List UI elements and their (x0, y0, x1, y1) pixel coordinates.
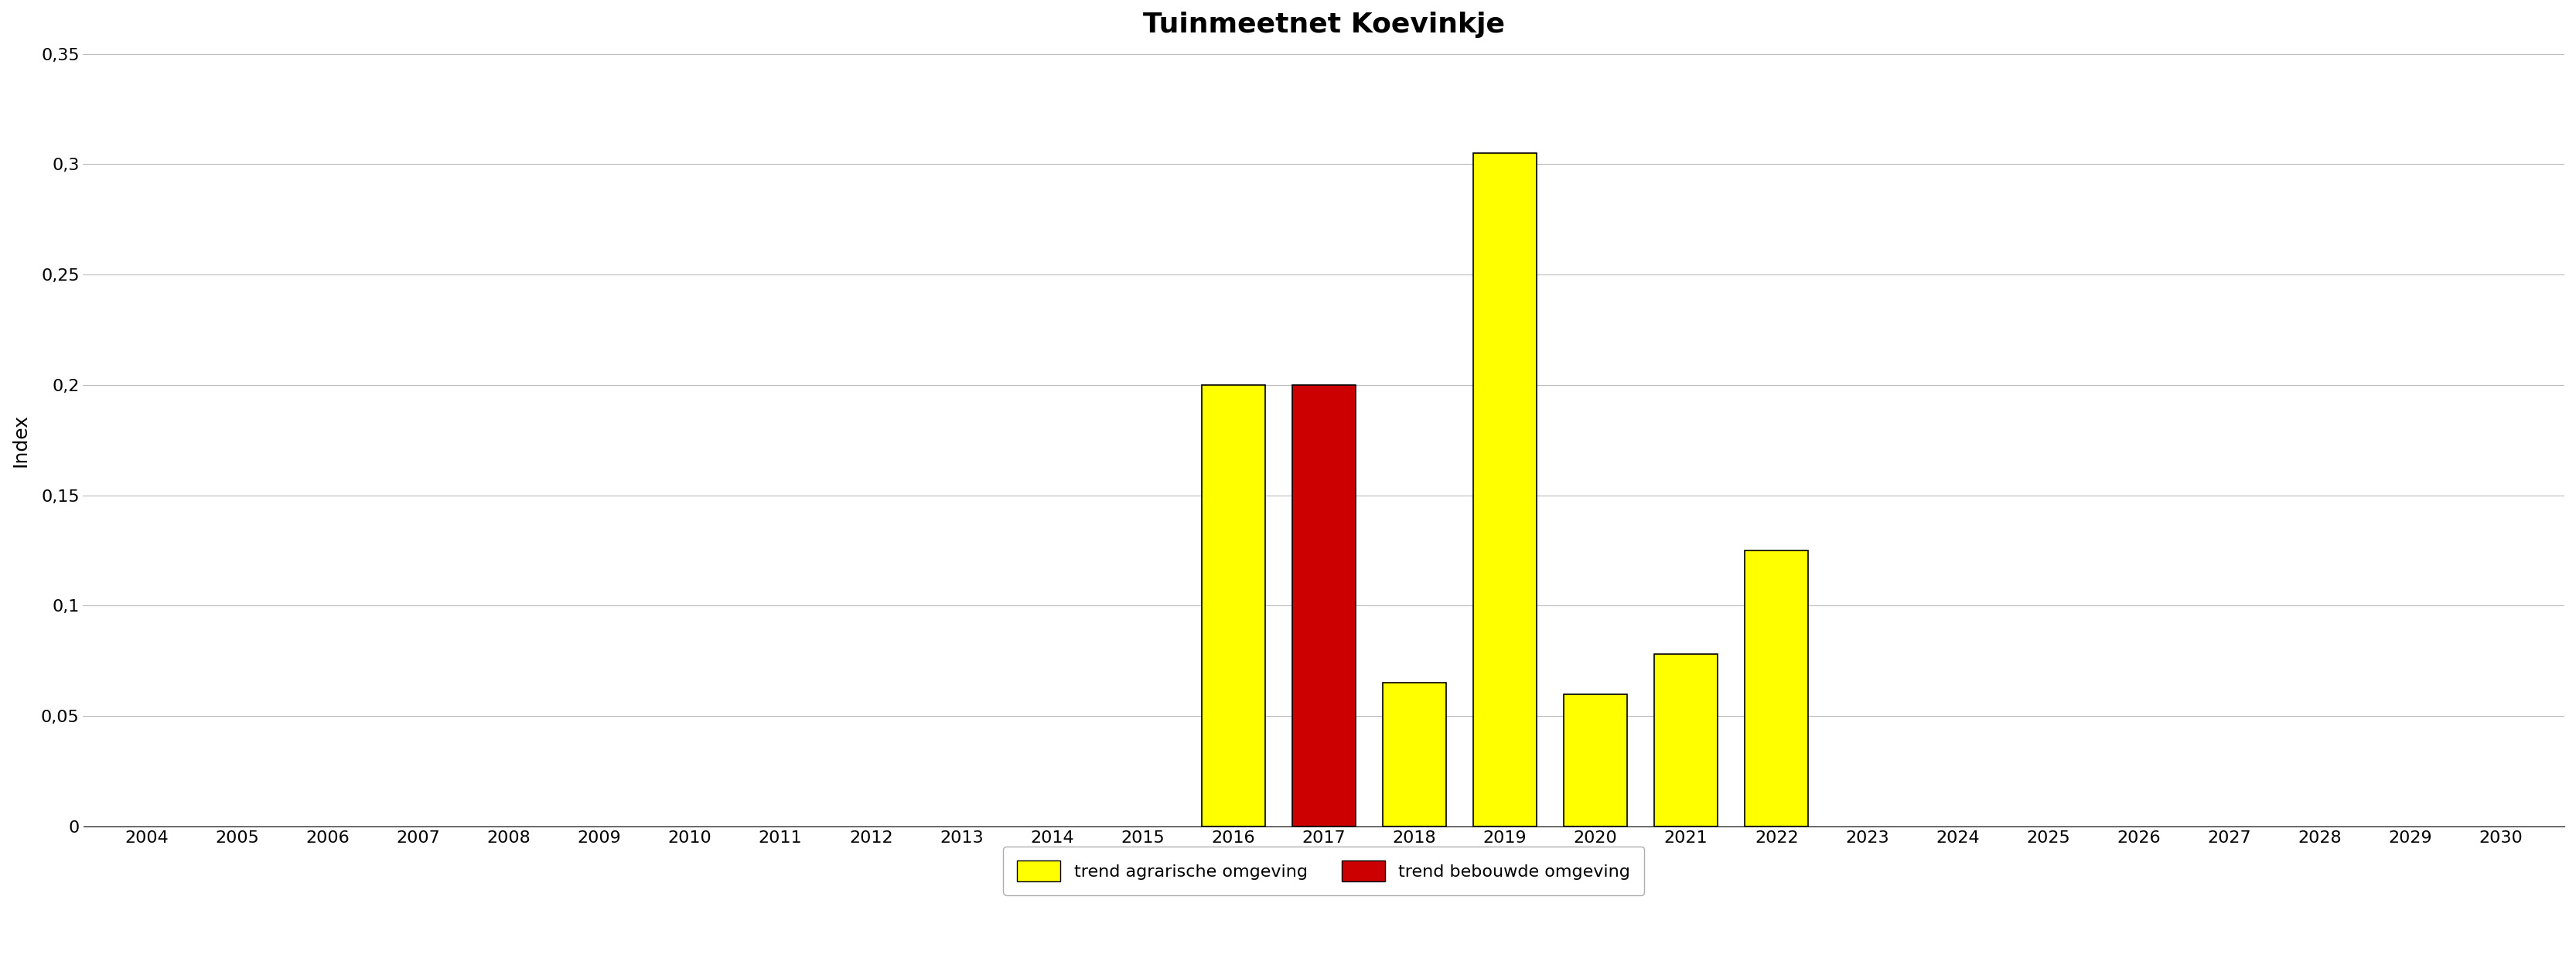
Bar (1473, 153, 1535, 826)
Bar (1654, 654, 1718, 826)
Legend: trend agrarische omgeving, trend bebouwde omgeving: trend agrarische omgeving, trend bebouwd… (1005, 847, 1643, 895)
Bar (1200, 385, 1265, 826)
Bar (1744, 551, 1808, 826)
Bar (1293, 385, 1355, 826)
Y-axis label: Index: Index (13, 413, 31, 467)
Bar (1564, 694, 1628, 826)
Title: Tuinmeetnet Koevinkje: Tuinmeetnet Koevinkje (1144, 12, 1504, 37)
Bar (1383, 683, 1445, 826)
